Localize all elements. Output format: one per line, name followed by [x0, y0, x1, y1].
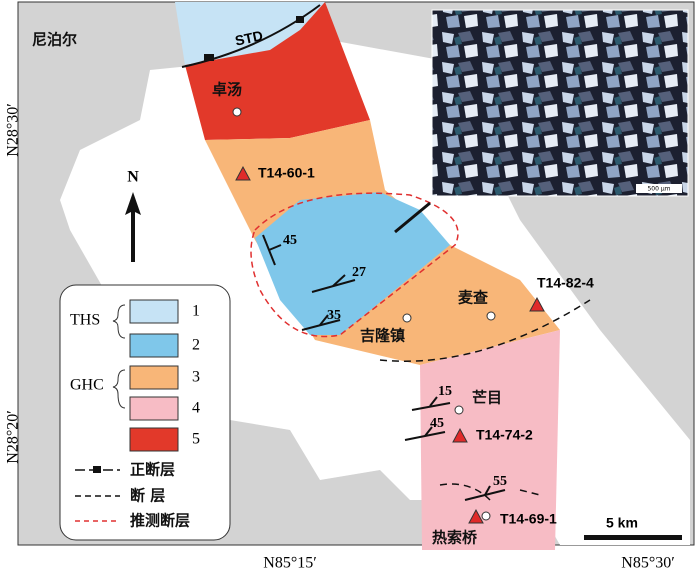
lon-label: N85°30′: [621, 555, 674, 572]
sample-label: T14-69-1: [500, 511, 557, 527]
legend-group: THS: [70, 312, 100, 329]
legend-swatch: [129, 396, 179, 421]
dip-label: 15: [438, 384, 452, 399]
legend-group: GHC: [70, 377, 104, 394]
legend-brace: [112, 304, 126, 339]
legend-unit: 5: [192, 431, 200, 448]
fault-label: STD: [234, 27, 265, 48]
legend-label: 推测断层: [130, 512, 190, 530]
scale-bar: [584, 535, 682, 540]
place-label: 卓汤: [212, 81, 242, 99]
fault: [439, 483, 541, 501]
legend-swatch: [129, 299, 179, 324]
lat-label: N28°20′: [5, 410, 22, 463]
place-marker: [232, 107, 242, 117]
place-label: 热索桥: [432, 529, 478, 547]
unit-1: [175, 2, 325, 65]
legend-unit: 2: [192, 337, 200, 354]
fault-tick: [296, 16, 304, 23]
north-label: N: [127, 169, 139, 186]
sample-marker: [235, 165, 251, 181]
country-label: 尼泊尔: [32, 31, 77, 49]
unit-5: [185, 2, 370, 140]
sample-label: T14-60-1: [258, 165, 315, 181]
legend-tick: [93, 466, 101, 473]
legend-swatch: [129, 333, 179, 358]
dip-label: 35: [327, 308, 341, 323]
legend-unit: 4: [192, 400, 200, 417]
lat-label: N28°30′: [5, 103, 22, 156]
place-marker: [481, 511, 491, 521]
inferred-fault: [250, 192, 459, 338]
arrow: [394, 201, 431, 234]
strike-dip-symbols: [262, 234, 506, 501]
place-marker: [402, 313, 412, 323]
dip-label: 55: [493, 474, 507, 489]
dip-label: 27: [352, 265, 366, 280]
fault-tick: [204, 54, 214, 61]
sample-marker: [468, 508, 484, 524]
sample-marker: [452, 427, 468, 443]
lon-label: N85°15′: [263, 555, 316, 572]
legend-swatch: [129, 427, 179, 452]
legend-brace: [112, 369, 126, 409]
dip-label: 45: [283, 233, 297, 248]
sample-marker: [529, 296, 545, 312]
legend-label: 断 层: [130, 487, 165, 505]
sample-label: T14-74-2: [476, 427, 533, 443]
micrograph-scale-box: [636, 184, 682, 193]
legend-swatch: [129, 365, 179, 390]
place-marker: [486, 311, 496, 321]
dip-label: 45: [430, 416, 444, 431]
fault: [379, 299, 591, 362]
unit-4: [420, 330, 560, 550]
place-label: 麦查: [458, 289, 489, 307]
place-label: 芒目: [472, 389, 502, 407]
scale-bar-label: 5 km: [606, 515, 638, 531]
place-marker: [454, 405, 464, 415]
place-label: 吉隆镇: [360, 327, 405, 345]
legend-label: 正断层: [130, 461, 175, 479]
std-fault: [181, 4, 321, 68]
north-arrow: [125, 192, 141, 262]
legend-unit: 3: [192, 369, 200, 386]
sample-label: T14-82-4: [537, 275, 594, 291]
micrograph: [431, 9, 689, 197]
legend-unit: 1: [192, 303, 200, 320]
micrograph-scale: 500 µm: [647, 186, 670, 193]
